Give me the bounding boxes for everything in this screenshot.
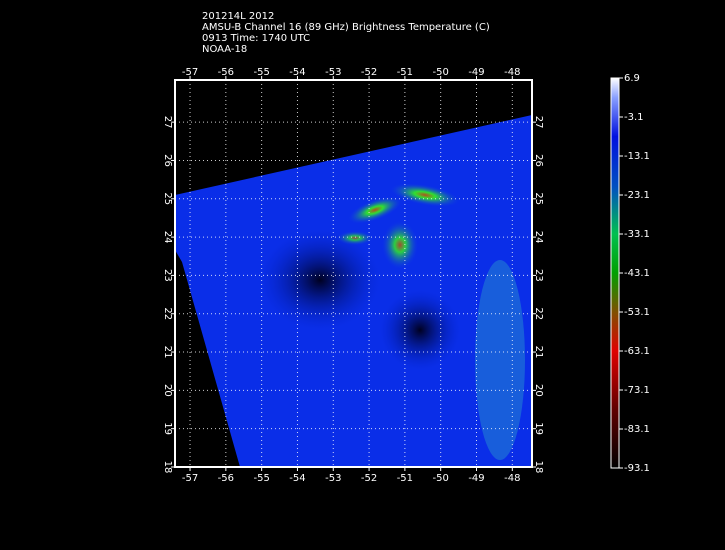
- lat-tick-label: 23: [533, 269, 544, 282]
- header-line: 0913 Time: 1740 UTC: [202, 33, 310, 44]
- lat-tick-label: 22: [162, 307, 173, 320]
- header-line: AMSU-B Channel 16 (89 GHz) Brightness Te…: [202, 22, 490, 33]
- lat-tick-label: 21: [162, 346, 173, 359]
- colorbar-tick-label: -83.1: [624, 424, 650, 435]
- lon-tick-label: -53: [325, 473, 341, 484]
- lon-tick-label: -49: [468, 473, 484, 484]
- header-line: 201214L 2012: [202, 11, 274, 22]
- lon-tick-label: -55: [253, 67, 269, 78]
- colorbar-tick-label: -53.1: [624, 307, 650, 318]
- lon-tick-label: -56: [218, 473, 234, 484]
- lon-tick-label: -56: [218, 67, 234, 78]
- swath-image: [175, 115, 532, 467]
- lon-tick-label: -50: [433, 473, 449, 484]
- lon-tick-label: -51: [397, 67, 413, 78]
- lat-tick-label: 21: [533, 346, 544, 359]
- lat-tick-label: 20: [533, 384, 544, 397]
- lon-tick-label: -54: [289, 473, 305, 484]
- colorbar-tick-label: -23.1: [624, 190, 650, 201]
- lat-tick-label: 19: [533, 422, 544, 435]
- lat-tick-label: 27: [162, 116, 173, 129]
- lon-tick-label: -48: [504, 67, 520, 78]
- lat-tick-label: 19: [162, 422, 173, 435]
- colorbar-tick-label: -33.1: [624, 229, 650, 240]
- lat-tick-label: 27: [533, 116, 544, 129]
- lon-tick-label: -49: [468, 67, 484, 78]
- lon-tick-label: -52: [361, 67, 377, 78]
- lon-tick-label: -54: [289, 67, 305, 78]
- colorbar: [610, 77, 620, 469]
- lat-tick-label: 24: [533, 231, 544, 244]
- lon-tick-label: -57: [182, 67, 198, 78]
- colorbar-tick-label: -13.1: [624, 151, 650, 162]
- lon-tick-label: -53: [325, 67, 341, 78]
- colorbar-tick-label: 6.9: [624, 73, 640, 84]
- lat-tick-label: 20: [162, 384, 173, 397]
- lat-tick-label: 25: [162, 192, 173, 205]
- colorbar-tick-label: -3.1: [624, 112, 644, 123]
- lat-tick-label: 18: [533, 461, 544, 474]
- lon-tick-label: -48: [504, 473, 520, 484]
- map-frame: [174, 79, 533, 468]
- lon-tick-label: -51: [397, 473, 413, 484]
- lon-tick-label: -55: [253, 473, 269, 484]
- lat-tick-label: 22: [533, 307, 544, 320]
- header-line: NOAA-18: [202, 44, 247, 55]
- lon-tick-label: -57: [182, 473, 198, 484]
- lat-tick-label: 25: [533, 192, 544, 205]
- colorbar-tick-label: -93.1: [624, 463, 650, 474]
- lat-tick-label: 18: [162, 461, 173, 474]
- lat-tick-label: 23: [162, 269, 173, 282]
- colorbar-tick-label: -43.1: [624, 268, 650, 279]
- lon-tick-label: -50: [433, 67, 449, 78]
- lat-tick-label: 24: [162, 231, 173, 244]
- lat-tick-label: 26: [533, 154, 544, 167]
- colorbar-tick-label: -73.1: [624, 385, 650, 396]
- lon-tick-label: -52: [361, 473, 377, 484]
- colorbar-tick-label: -63.1: [624, 346, 650, 357]
- lat-tick-label: 26: [162, 154, 173, 167]
